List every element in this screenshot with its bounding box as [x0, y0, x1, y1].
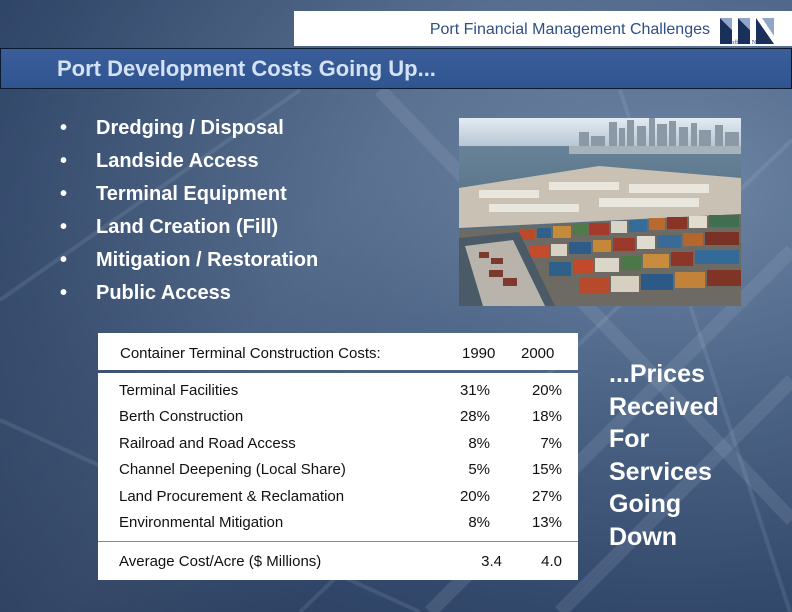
- row-label: Terminal Facilities: [119, 382, 239, 399]
- bullet-icon: •: [60, 150, 68, 172]
- callout-line: Down: [609, 522, 678, 551]
- row-value-1990: 5%: [468, 461, 490, 478]
- callout-line: Received: [609, 392, 719, 421]
- row-value-2000: 27%: [531, 488, 562, 505]
- title-bar: [0, 48, 792, 89]
- cost-table-header: [98, 333, 578, 370]
- header-bar: [294, 11, 792, 46]
- bullet-icon: •: [60, 282, 68, 304]
- bullet-icon: •: [60, 249, 68, 271]
- row-value-2000: 20%: [531, 382, 562, 399]
- prices-callout: ...Prices Received For Services Going Do…: [609, 358, 789, 553]
- bullet-text: Landside Access: [96, 150, 259, 172]
- row-label: Railroad and Road Access: [119, 435, 296, 452]
- bullet-text: Terminal Equipment: [96, 183, 287, 205]
- footer-label: Average Cost/Acre ($ Millions): [119, 553, 322, 570]
- footer-value-1990: 3.4: [481, 553, 502, 570]
- row-label: Environmental Mitigation: [119, 514, 284, 531]
- row-value-2000: 7%: [540, 435, 562, 452]
- column-header-2000: 2000: [521, 345, 555, 362]
- bullet-icon: •: [60, 183, 68, 205]
- cost-table-body: [98, 373, 578, 580]
- row-value-1990: 8%: [468, 435, 490, 452]
- footer-value-2000: 4.0: [541, 553, 562, 570]
- bullet-icon: •: [60, 117, 68, 139]
- bullet-text: Mitigation / Restoration: [96, 249, 319, 271]
- header-title: Port Financial Management Challenges: [429, 21, 710, 38]
- row-value-1990: 8%: [468, 514, 490, 531]
- callout-line: For: [609, 425, 650, 453]
- bullet-text: Public Access: [96, 282, 231, 304]
- slide-title: Port Development Costs Going Up...: [57, 56, 436, 81]
- row-label: Channel Deepening (Local Share): [119, 461, 346, 478]
- logo-wordmark: Moffatt & Nichol: [725, 40, 769, 46]
- row-value-1990: 28%: [459, 408, 490, 425]
- company-logo: [720, 18, 774, 44]
- callout-line: ...Prices: [609, 360, 705, 388]
- table-divider: [98, 541, 578, 542]
- cost-table-title: Container Terminal Construction Costs:: [120, 345, 381, 362]
- row-value-2000: 13%: [531, 514, 562, 531]
- row-label: Berth Construction: [119, 408, 244, 425]
- row-value-2000: 15%: [531, 461, 562, 478]
- port-aerial-photo: [459, 118, 741, 306]
- bullet-icon: •: [60, 216, 68, 238]
- row-value-1990: 31%: [459, 382, 490, 399]
- callout-line: Going: [609, 490, 682, 518]
- bullet-text: Land Creation (Fill): [96, 216, 279, 238]
- callout-line: Services: [609, 457, 712, 486]
- row-value-2000: 18%: [531, 408, 562, 425]
- row-label: Land Procurement & Reclamation: [119, 488, 345, 505]
- row-value-1990: 20%: [459, 488, 490, 505]
- bullet-text: Dredging / Disposal: [96, 117, 284, 139]
- column-header-1990: 1990: [462, 345, 496, 362]
